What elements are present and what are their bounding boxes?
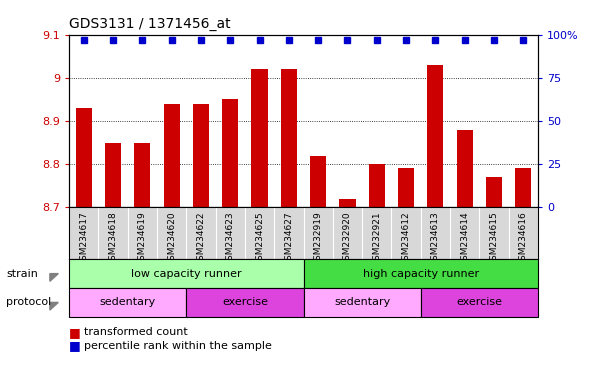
Bar	[105, 142, 121, 207]
Text: sedentary: sedentary	[100, 297, 156, 308]
Text: GSM234622: GSM234622	[197, 212, 206, 266]
Text: transformed count: transformed count	[84, 327, 188, 337]
Text: GSM234616: GSM234616	[519, 212, 528, 266]
Text: sedentary: sedentary	[334, 297, 390, 308]
Text: ■: ■	[69, 339, 81, 352]
Bar	[421, 288, 538, 317]
Text: GSM234623: GSM234623	[226, 212, 235, 266]
Bar	[486, 177, 502, 207]
Text: exercise: exercise	[222, 297, 268, 308]
Bar	[69, 259, 304, 288]
Bar	[186, 288, 304, 317]
Text: GSM234614: GSM234614	[460, 212, 469, 266]
Text: protocol: protocol	[6, 297, 51, 308]
Bar	[69, 288, 186, 317]
Bar	[304, 288, 421, 317]
Text: GSM232919: GSM232919	[314, 212, 323, 266]
Bar	[163, 104, 180, 207]
Text: GSM232920: GSM232920	[343, 212, 352, 266]
Text: GSM234615: GSM234615	[489, 212, 498, 266]
Bar	[427, 65, 444, 207]
Text: GSM234627: GSM234627	[284, 212, 293, 266]
Bar	[310, 156, 326, 207]
Polygon shape	[50, 303, 58, 310]
Bar	[134, 142, 150, 207]
Text: exercise: exercise	[456, 297, 502, 308]
Text: ■: ■	[69, 326, 81, 339]
Text: high capacity runner: high capacity runner	[362, 268, 479, 279]
Bar	[76, 108, 92, 207]
Text: strain: strain	[6, 268, 38, 279]
Bar	[281, 69, 297, 207]
Text: GSM234612: GSM234612	[401, 212, 410, 266]
Text: GSM234617: GSM234617	[79, 212, 88, 266]
Bar	[368, 164, 385, 207]
Bar	[515, 169, 531, 207]
Text: GSM234618: GSM234618	[109, 212, 118, 266]
Text: GSM234625: GSM234625	[255, 212, 264, 266]
Bar	[251, 69, 267, 207]
Bar	[340, 199, 356, 207]
Text: GSM234620: GSM234620	[167, 212, 176, 266]
Bar	[304, 259, 538, 288]
Text: GDS3131 / 1371456_at: GDS3131 / 1371456_at	[69, 17, 231, 31]
Text: low capacity runner: low capacity runner	[131, 268, 242, 279]
Polygon shape	[50, 273, 58, 281]
Bar	[457, 129, 473, 207]
Text: GSM232921: GSM232921	[372, 212, 381, 266]
Text: percentile rank within the sample: percentile rank within the sample	[84, 341, 272, 351]
Bar	[193, 104, 209, 207]
Bar	[398, 169, 414, 207]
Bar	[222, 99, 239, 207]
Text: GSM234613: GSM234613	[431, 212, 440, 266]
Text: GSM234619: GSM234619	[138, 212, 147, 266]
